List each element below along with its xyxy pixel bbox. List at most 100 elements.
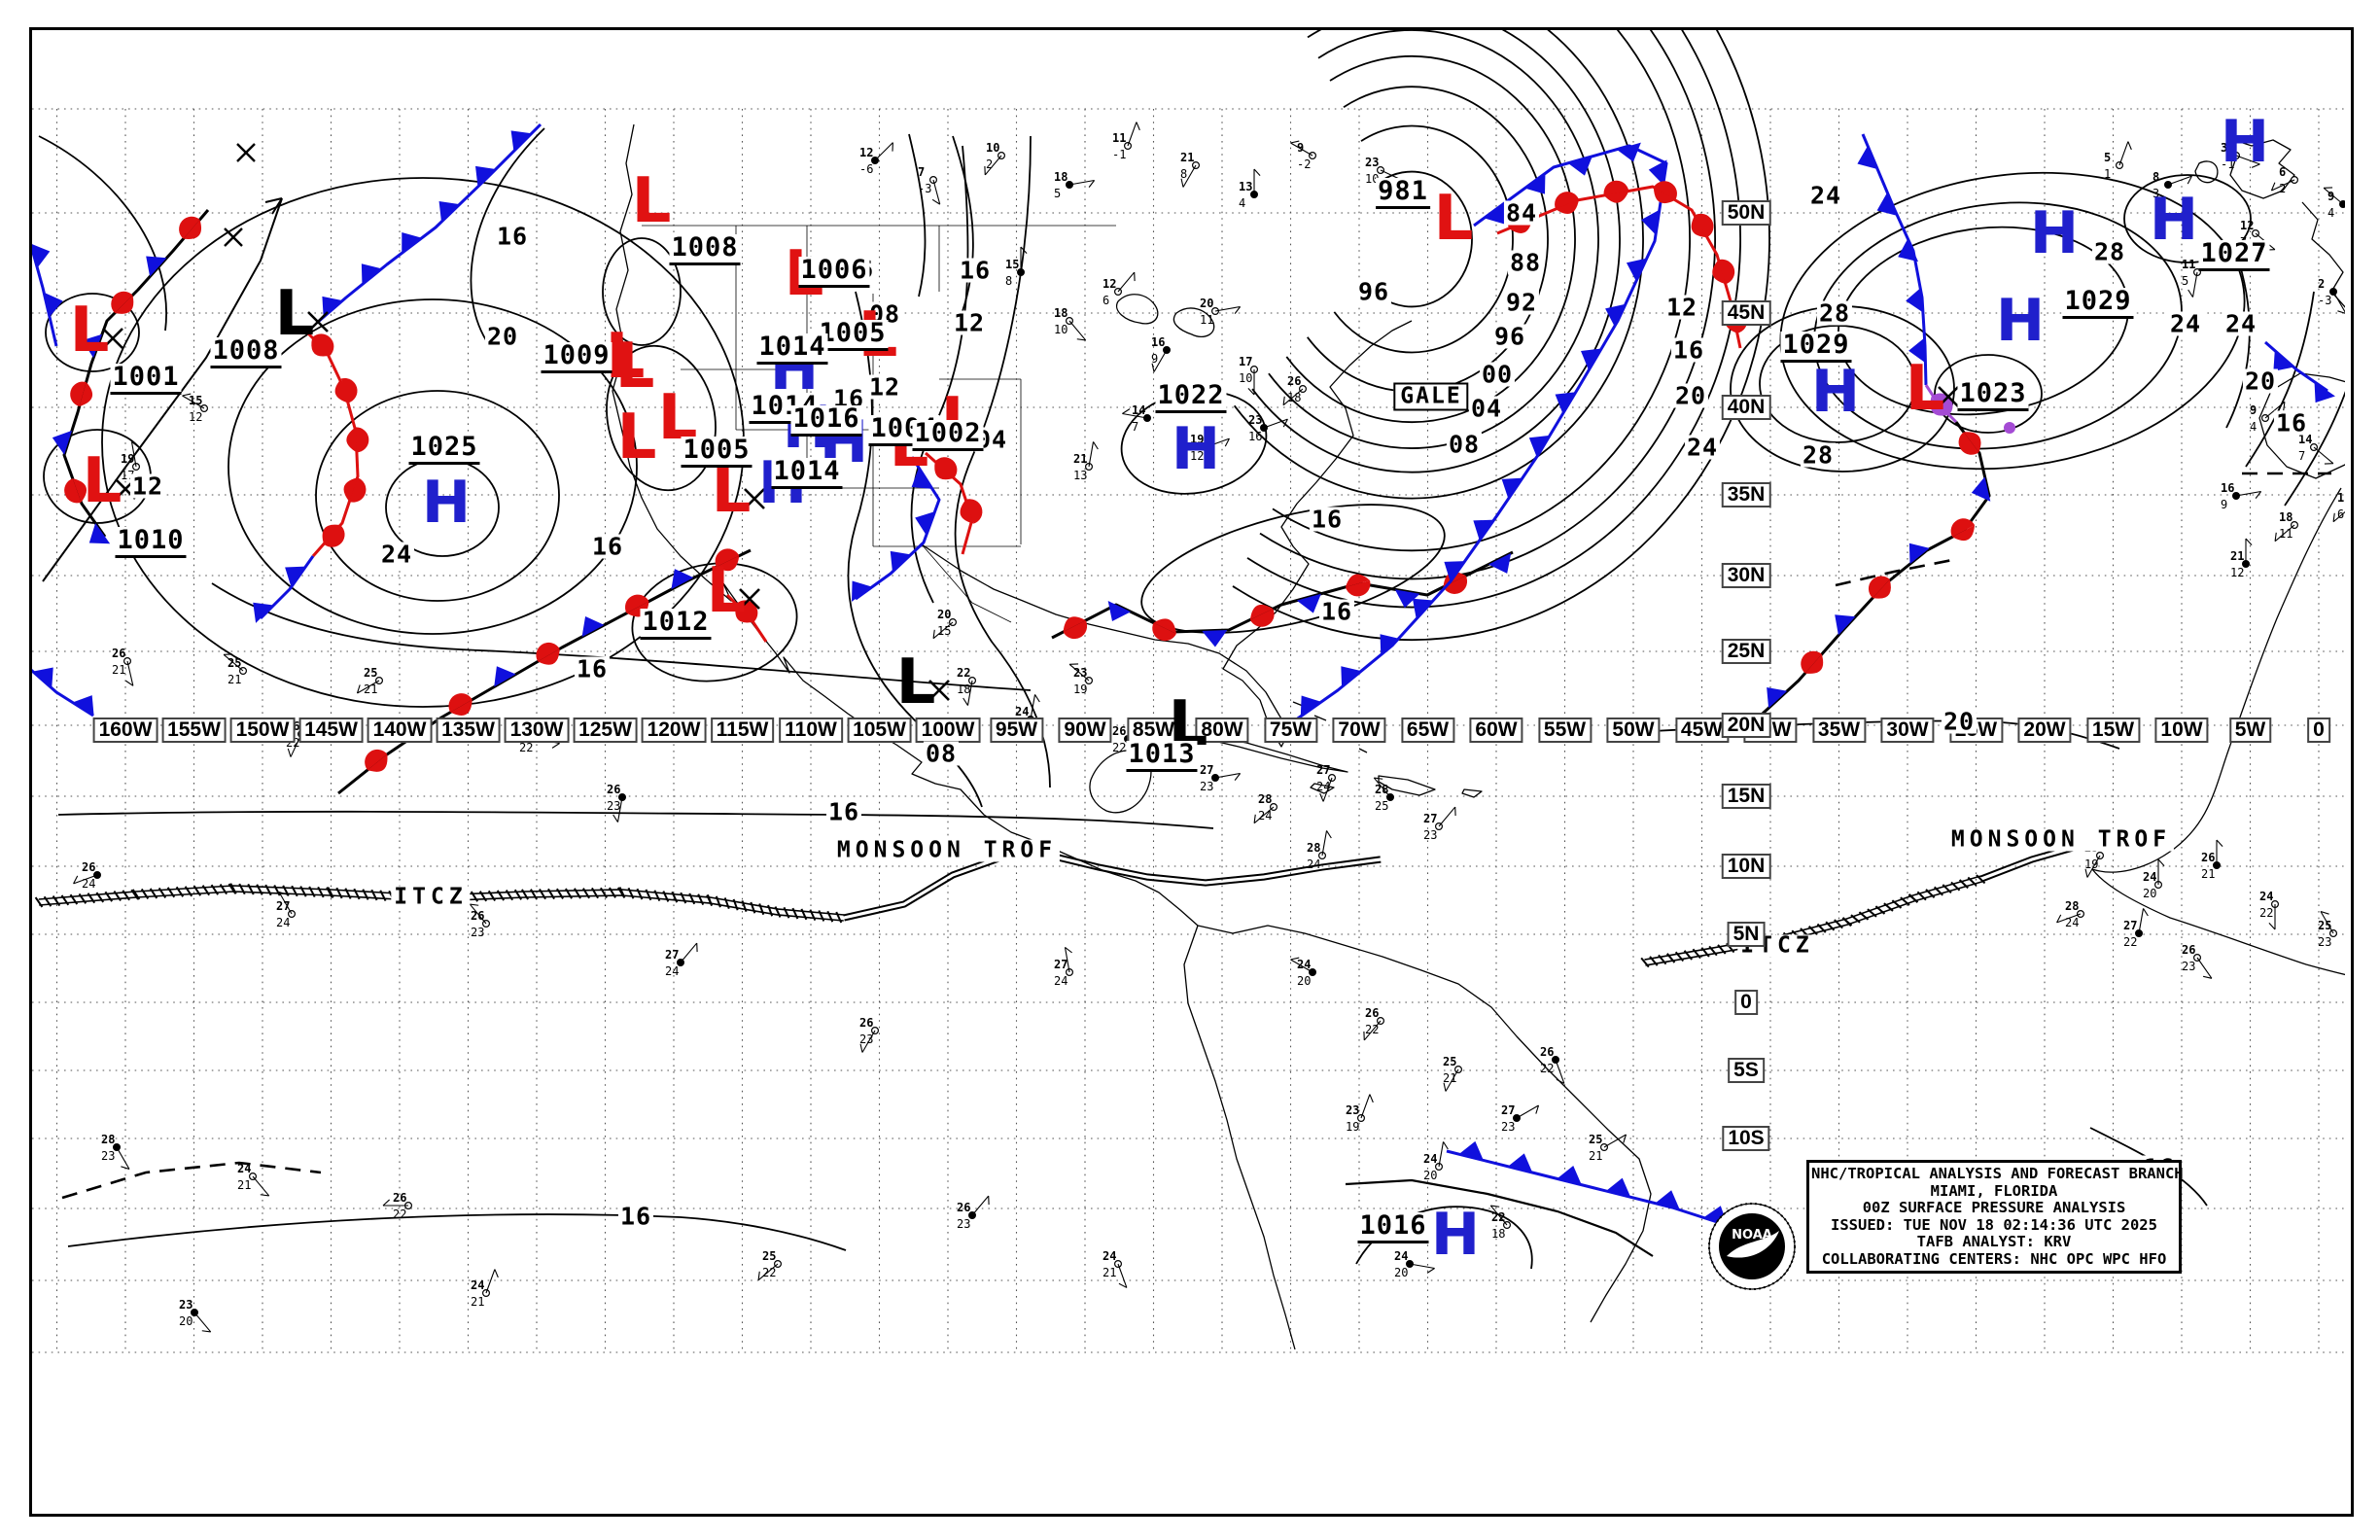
grid-label-lon: 135W bbox=[436, 718, 501, 743]
isobar-label: 08 bbox=[923, 739, 960, 768]
svg-text:5: 5 bbox=[2104, 151, 2111, 164]
svg-text:21: 21 bbox=[112, 663, 125, 677]
grid-label-lon: 70W bbox=[1332, 718, 1386, 743]
grid-label-lon: 60W bbox=[1469, 718, 1523, 743]
grid-label-lat: 0 bbox=[1734, 990, 1758, 1015]
grid-label-lon: 130W bbox=[504, 718, 570, 743]
svg-text:12: 12 bbox=[2230, 566, 2244, 579]
station-plot: 94 bbox=[2250, 401, 2286, 434]
isobar-label: 28 bbox=[2091, 237, 2128, 266]
svg-text:22: 22 bbox=[957, 666, 970, 680]
svg-text:23: 23 bbox=[2318, 935, 2331, 949]
svg-text:7: 7 bbox=[1132, 420, 1138, 434]
svg-text:5: 5 bbox=[2182, 274, 2188, 288]
svg-text:24: 24 bbox=[1258, 809, 1272, 822]
grid-label-lon: 75W bbox=[1263, 718, 1318, 743]
svg-text:19: 19 bbox=[121, 452, 134, 466]
center-pressure-value: 1005 bbox=[681, 437, 752, 468]
svg-text:23: 23 bbox=[957, 1217, 970, 1231]
high-center-symbol: H bbox=[1995, 287, 2046, 355]
svg-text:24: 24 bbox=[2259, 890, 2273, 903]
grid-label-lon: 5W bbox=[2228, 718, 2272, 743]
station-plot: 7-3 bbox=[918, 165, 941, 205]
grid-label-lon: 0 bbox=[2307, 718, 2330, 743]
svg-text:7: 7 bbox=[2298, 449, 2305, 463]
low-center-symbol: L bbox=[1905, 353, 1945, 425]
isobar-label: 16 bbox=[589, 532, 626, 561]
svg-text:21: 21 bbox=[1589, 1149, 1602, 1163]
svg-text:18: 18 bbox=[1054, 170, 1068, 184]
svg-text:26: 26 bbox=[1365, 1006, 1379, 1020]
low-center-symbol: L bbox=[895, 647, 936, 718]
svg-text:11: 11 bbox=[2279, 527, 2292, 541]
svg-text:27: 27 bbox=[1200, 763, 1213, 777]
svg-text:24: 24 bbox=[1015, 705, 1029, 718]
isobar-label: 12 bbox=[866, 372, 903, 402]
grid-label-lat: 35N bbox=[1721, 482, 1771, 508]
isobar-label: 88 bbox=[1507, 248, 1544, 277]
svg-text:21: 21 bbox=[2230, 549, 2244, 563]
isobar-label: 00 bbox=[1479, 360, 1516, 389]
svg-text:1: 1 bbox=[2104, 167, 2111, 181]
center-pressure-value: 1029 bbox=[2062, 288, 2134, 319]
svg-text:10: 10 bbox=[986, 141, 999, 155]
svg-text:21: 21 bbox=[228, 673, 241, 686]
isobar-label: 92 bbox=[1503, 288, 1540, 317]
grid-label-lon: 155W bbox=[161, 718, 227, 743]
high-center-symbol: H bbox=[2220, 108, 2270, 176]
svg-text:18: 18 bbox=[1054, 306, 1068, 320]
svg-text:27: 27 bbox=[1423, 812, 1437, 825]
svg-text:23: 23 bbox=[471, 926, 484, 939]
svg-text:24: 24 bbox=[1423, 1152, 1437, 1166]
grid-label-lon: 50W bbox=[1606, 718, 1661, 743]
grid-label-lon: 65W bbox=[1400, 718, 1455, 743]
svg-text:3: 3 bbox=[2152, 187, 2159, 200]
svg-text:11: 11 bbox=[1112, 131, 1126, 145]
high-center-symbol: H bbox=[421, 469, 472, 537]
grid-label-lat: 10S bbox=[1722, 1126, 1770, 1151]
monsoon-trof-label-pacific: MONSOON TROF bbox=[833, 839, 1061, 862]
svg-text:2: 2 bbox=[2279, 182, 2286, 195]
svg-text:26: 26 bbox=[1287, 374, 1301, 388]
isobar-label: 16 bbox=[494, 222, 531, 251]
svg-text:20: 20 bbox=[937, 608, 951, 621]
svg-text:25: 25 bbox=[762, 1249, 776, 1263]
info-agency: NHC/TROPICAL ANALYSIS AND FORECAST BRANC… bbox=[1811, 1165, 2184, 1182]
svg-text:26: 26 bbox=[1112, 724, 1126, 738]
grid-label-lon: 95W bbox=[989, 718, 1044, 743]
svg-text:23: 23 bbox=[859, 1032, 873, 1046]
svg-text:4: 4 bbox=[2250, 420, 2257, 434]
svg-text:27: 27 bbox=[665, 948, 679, 962]
isobar-label: 16 bbox=[574, 654, 611, 683]
center-pressure-value: 981 bbox=[1376, 178, 1430, 209]
svg-text:7: 7 bbox=[918, 165, 925, 179]
low-center-symbol: L bbox=[274, 278, 315, 350]
svg-text:25: 25 bbox=[1443, 1055, 1456, 1068]
svg-text:21: 21 bbox=[1073, 452, 1087, 466]
center-pressure-value: 1013 bbox=[1126, 741, 1198, 772]
station-plot: 218 bbox=[1180, 151, 1200, 188]
svg-text:6: 6 bbox=[1102, 294, 1109, 307]
svg-text:22: 22 bbox=[1540, 1062, 1554, 1075]
svg-text:24: 24 bbox=[237, 1162, 251, 1175]
grid-label-lon: 100W bbox=[915, 718, 981, 743]
svg-text:27: 27 bbox=[276, 899, 290, 913]
station-plot: 51 bbox=[2104, 141, 2132, 181]
low-center-symbol: L bbox=[1433, 183, 1474, 255]
svg-text:26: 26 bbox=[393, 1191, 406, 1205]
isobar-label: 96 bbox=[1355, 277, 1392, 306]
